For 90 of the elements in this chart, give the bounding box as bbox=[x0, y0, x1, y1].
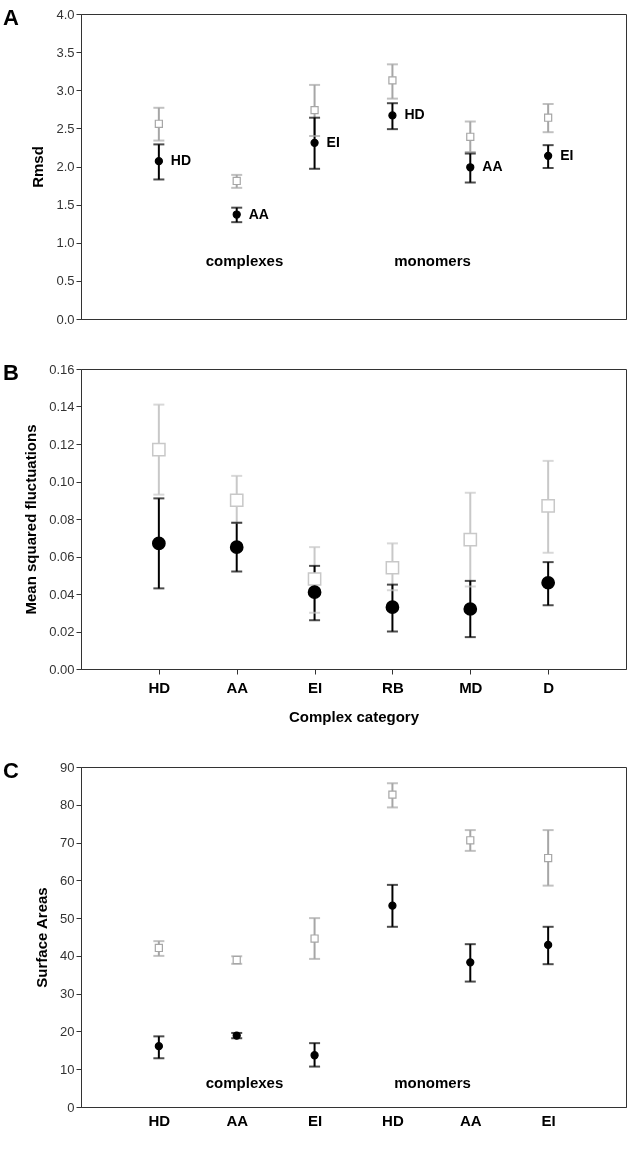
point bbox=[310, 138, 319, 147]
y-axis-title: Mean squared fluctuations bbox=[22, 424, 40, 615]
y-tick-label: 0.00 bbox=[49, 661, 75, 677]
annotation: monomers bbox=[394, 252, 471, 270]
point bbox=[307, 572, 322, 586]
point bbox=[463, 532, 478, 547]
y-tick-label: 0 bbox=[67, 1099, 75, 1115]
point bbox=[544, 940, 553, 950]
x-tick-label: EI bbox=[541, 1111, 556, 1129]
y-axis-title: Rmsd bbox=[29, 146, 47, 188]
point bbox=[151, 536, 166, 551]
point bbox=[229, 540, 244, 554]
point bbox=[388, 901, 397, 910]
annotation: monomers bbox=[394, 1074, 471, 1092]
point bbox=[466, 163, 475, 172]
point bbox=[154, 119, 163, 128]
point bbox=[541, 575, 556, 590]
point bbox=[466, 132, 475, 141]
point bbox=[385, 600, 400, 614]
data-label: EI bbox=[326, 133, 340, 150]
point bbox=[232, 210, 241, 219]
y-tick-label: 0.04 bbox=[49, 586, 75, 602]
y-tick-label: 50 bbox=[60, 910, 75, 926]
point bbox=[154, 1042, 163, 1051]
y-tick-label: 20 bbox=[60, 1023, 75, 1039]
y-tick-label: 30 bbox=[60, 986, 75, 1002]
y-tick-label: 0.14 bbox=[49, 399, 75, 414]
data-label: EI bbox=[560, 146, 574, 163]
y-tick-label: 3.5 bbox=[56, 44, 75, 60]
x-tick-label: EI bbox=[307, 1111, 323, 1129]
x-tick-label: AA bbox=[226, 678, 249, 696]
point bbox=[544, 113, 553, 122]
x-axis-title: Complex category bbox=[288, 707, 420, 725]
point bbox=[466, 958, 475, 967]
data-label: AA bbox=[482, 158, 503, 175]
x-tick-label: D bbox=[543, 678, 555, 696]
point bbox=[310, 1051, 319, 1060]
chart-title: A bbox=[3, 5, 19, 30]
y-tick-label: 2.5 bbox=[56, 120, 75, 136]
x-tick-label: AA bbox=[226, 1111, 249, 1129]
data-label: AA bbox=[248, 205, 269, 222]
point bbox=[229, 493, 244, 508]
y-tick-label: 10 bbox=[60, 1061, 75, 1077]
y-tick-label: 0.16 bbox=[49, 361, 75, 377]
point bbox=[307, 585, 322, 599]
x-tick-label: HD bbox=[148, 678, 171, 696]
chart-title: C bbox=[3, 758, 19, 783]
annotation: complexes bbox=[205, 252, 284, 270]
x-tick-label: HD bbox=[382, 1111, 404, 1129]
data-label: HD bbox=[170, 152, 192, 169]
point bbox=[541, 499, 556, 513]
y-tick-label: 0.12 bbox=[49, 436, 75, 452]
point bbox=[388, 790, 397, 799]
x-tick-label: AA bbox=[459, 1111, 482, 1129]
y-tick-label: 2.0 bbox=[56, 159, 75, 174]
point bbox=[151, 442, 166, 457]
y-tick-label: 40 bbox=[60, 948, 75, 964]
y-tick-label: 4.0 bbox=[56, 6, 75, 22]
x-tick-label: RB bbox=[382, 678, 404, 696]
y-tick-label: 0.5 bbox=[56, 273, 75, 289]
point bbox=[310, 105, 319, 115]
y-tick-label: 1.0 bbox=[56, 235, 75, 251]
y-tick-label: 3.0 bbox=[56, 82, 75, 98]
point bbox=[388, 111, 397, 120]
y-tick-label: 0.06 bbox=[49, 549, 75, 564]
y-tick-label: 0.10 bbox=[49, 474, 75, 489]
x-tick-label: HD bbox=[148, 1111, 171, 1129]
point bbox=[544, 151, 553, 160]
y-tick-label: 0.08 bbox=[49, 511, 75, 527]
y-tick-label: 0.0 bbox=[56, 311, 75, 327]
annotation: complexes bbox=[205, 1074, 284, 1092]
point bbox=[463, 602, 478, 616]
x-tick-label: EI bbox=[307, 678, 323, 696]
point bbox=[544, 853, 553, 863]
point bbox=[385, 560, 400, 575]
point bbox=[310, 934, 319, 943]
y-axis-title: Surface Areas bbox=[33, 887, 51, 988]
data-label: HD bbox=[404, 106, 425, 123]
y-tick-label: 60 bbox=[60, 872, 75, 888]
x-tick-label: MD bbox=[459, 678, 483, 696]
y-tick-label: 90 bbox=[60, 759, 75, 775]
point bbox=[154, 157, 163, 166]
y-tick-label: 80 bbox=[60, 797, 75, 813]
y-tick-label: 70 bbox=[60, 835, 75, 851]
chart-title: B bbox=[3, 360, 19, 385]
point bbox=[388, 76, 397, 85]
point bbox=[154, 943, 163, 953]
y-tick-label: 0.02 bbox=[49, 624, 75, 639]
point bbox=[466, 836, 475, 845]
y-tick-label: 1.5 bbox=[56, 197, 75, 213]
